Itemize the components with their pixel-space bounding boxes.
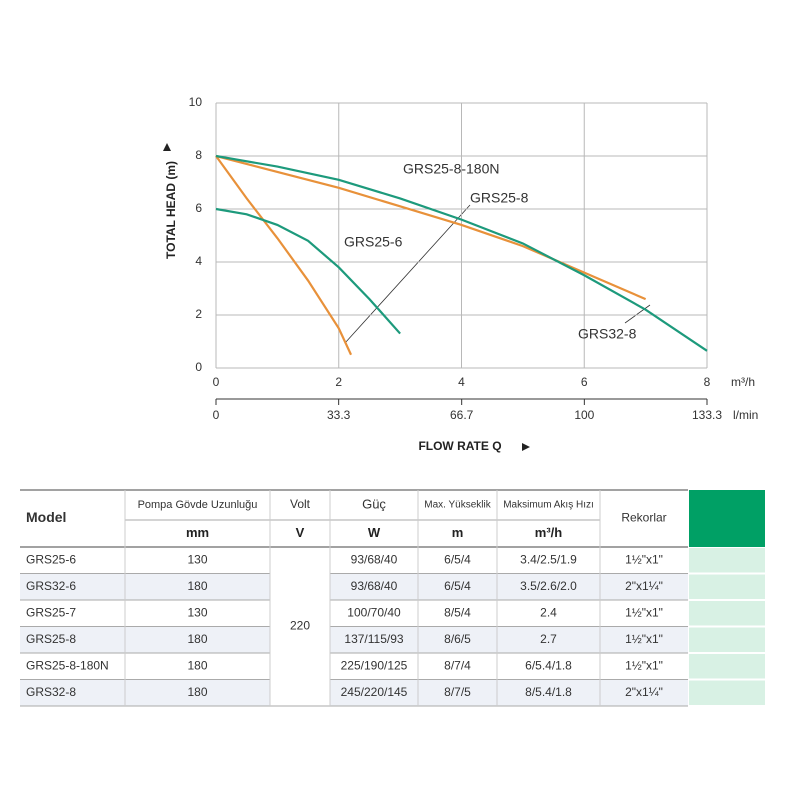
table-cell: 1½"x1" <box>625 632 663 646</box>
x2-tick-label: 33.3 <box>327 408 351 422</box>
table-header: Rekorlar <box>621 511 666 525</box>
swatch-cell <box>689 654 765 679</box>
series-line <box>215 154 708 352</box>
table-cell: 8/6/5 <box>444 632 471 646</box>
x-tick-label: 8 <box>704 375 711 389</box>
table-cell: GRS32-6 <box>26 579 76 593</box>
y-axis-title: TOTAL HEAD (m) <box>164 161 178 259</box>
leader-line <box>344 204 471 344</box>
volt-cell <box>270 547 330 706</box>
swatch-header <box>689 490 765 547</box>
table-cell: 180 <box>187 658 207 672</box>
table-cell: GRS25-8 <box>26 632 76 646</box>
spec-table: Model Pompa Gövde Uzunluğu Volt Güç Max. Yük… <box>20 489 765 707</box>
series-label: GRS32-8 <box>578 326 637 342</box>
x-tick-label: 2 <box>335 375 342 389</box>
y-tick-label: 8 <box>195 148 202 162</box>
table-cell: 130 <box>187 605 207 619</box>
x2-unit: l/min <box>733 408 758 422</box>
table-cell: 8/7/5 <box>444 685 471 699</box>
series-label: GRS25-6 <box>344 234 403 250</box>
table-cell: GRS25-6 <box>26 552 76 566</box>
table-header: Maksimum Akış Hızı <box>503 500 594 511</box>
table-cell: 180 <box>187 579 207 593</box>
row-band <box>20 626 688 653</box>
table-cell: GRS25-7 <box>26 605 76 619</box>
table-cell: GRS32-8 <box>26 685 76 699</box>
table-unit: m³/h <box>535 525 563 540</box>
table-cell: 130 <box>187 552 207 566</box>
table-unit: mm <box>186 525 209 540</box>
series-line <box>215 155 353 356</box>
table-cell: 3.5/2.6/2.0 <box>520 579 577 593</box>
table-cell: 8/5/4 <box>444 605 471 619</box>
table-unit: m <box>452 525 464 540</box>
series-line <box>215 207 401 335</box>
table-header: Pompa Gövde Uzunluğu <box>138 499 258 511</box>
table-unit: W <box>368 525 381 540</box>
x-axis-title: FLOW RATE Q <box>418 439 501 453</box>
series-line <box>215 154 647 301</box>
x-tick-label: 0 <box>213 375 220 389</box>
table-cell: 6/5/4 <box>444 579 471 593</box>
x2-tick-label: 0 <box>213 408 220 422</box>
table-cell: 2.4 <box>540 605 557 619</box>
table-cell: 93/68/40 <box>351 552 398 566</box>
y-tick-label: 6 <box>195 201 202 215</box>
table-cell: 220 <box>290 619 310 633</box>
axis-arrow <box>522 443 530 451</box>
table-cell: 6/5/4 <box>444 552 471 566</box>
row-band <box>20 573 688 600</box>
x-tick-label: 6 <box>581 375 588 389</box>
series-label: GRS25-8-180N <box>403 161 500 177</box>
table-cell: 1½"x1" <box>625 605 663 619</box>
swatch-cell <box>689 601 765 626</box>
table-cell: 180 <box>187 685 207 699</box>
table-cell: 2.7 <box>540 632 557 646</box>
table-header: Volt <box>290 497 311 511</box>
table-cell: 3.4/2.5/1.9 <box>520 552 577 566</box>
y-tick-label: 4 <box>195 254 202 268</box>
swatch-cell <box>689 574 765 599</box>
table-cell: 6/5.4/1.8 <box>525 658 572 672</box>
y-tick-label: 2 <box>195 307 202 321</box>
leader-line <box>624 304 651 324</box>
table-cell: GRS25-8-180N <box>26 658 109 672</box>
x2-tick-label: 133.3 <box>692 408 722 422</box>
table-cell: 1½"x1" <box>625 658 663 672</box>
series-label: GRS25-8 <box>470 190 529 206</box>
table-cell: 180 <box>187 632 207 646</box>
table-cell: 8/7/4 <box>444 658 471 672</box>
table-cell: 100/70/40 <box>347 605 401 619</box>
table-cell: 1½"x1" <box>625 552 663 566</box>
table-cell: 2"x1¼" <box>625 685 663 699</box>
table-header: Güç <box>362 496 386 511</box>
row-band <box>20 679 688 706</box>
table-header: Model <box>26 509 66 525</box>
swatch-cell <box>689 627 765 652</box>
x-tick-label: 4 <box>458 375 465 389</box>
table-cell: 245/220/145 <box>341 685 408 699</box>
table-cell: 93/68/40 <box>351 579 398 593</box>
table-cell: 8/5.4/1.8 <box>525 685 572 699</box>
table-header: Max. Yükseklik <box>424 500 492 511</box>
table-cell: 225/190/125 <box>341 658 408 672</box>
y-tick-label: 10 <box>189 95 203 109</box>
x2-tick-label: 100 <box>574 408 594 422</box>
table-cell: 137/115/93 <box>344 632 403 646</box>
axis-arrow <box>163 143 171 151</box>
table-cell: 2"x1¼" <box>625 579 663 593</box>
swatch-cell <box>689 680 765 705</box>
x-unit: m³/h <box>731 375 755 389</box>
y-tick-label: 0 <box>195 360 202 374</box>
swatch-cell <box>689 548 765 573</box>
table-unit: V <box>296 525 305 540</box>
x2-tick-label: 66.7 <box>450 408 474 422</box>
